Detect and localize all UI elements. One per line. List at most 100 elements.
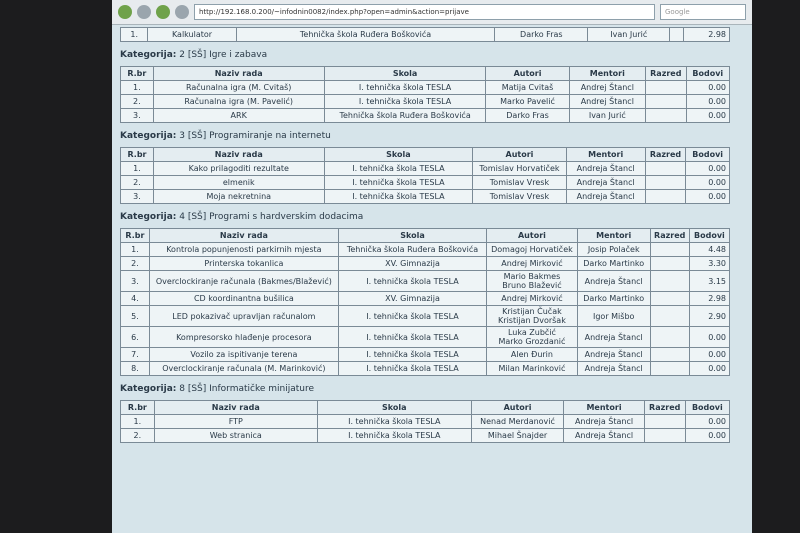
table-row: 2. Web stranica I. tehnička škola TESLA Mih… — [120, 428, 731, 443]
cell: 1. — [120, 80, 154, 95]
cell: Tomislav Vresk — [472, 189, 567, 204]
cell: Mihael Šnajder — [470, 428, 565, 443]
cell-line: Luka Zubčić — [507, 328, 556, 337]
cell: 2.98 — [688, 291, 731, 306]
cell: Printerska tokanlica — [148, 256, 339, 271]
cell: Andrej Mirković — [486, 291, 578, 306]
cell — [644, 161, 687, 176]
cell: Računalna igra (M. Cvitaš) — [152, 80, 325, 95]
cell — [649, 291, 690, 306]
category-name: 4 [SŠ] Programi s hardverskim dodacima — [179, 212, 364, 222]
cell: 2.98 — [682, 27, 730, 42]
table-row: 8. Overclockiranje računala (M. Marinkovi… — [120, 361, 731, 376]
column-header: Bodovi — [685, 66, 731, 81]
cell: XV. Gimnazija — [337, 291, 488, 306]
cell: FTP — [153, 414, 318, 429]
cell-line: Kristijan Čučak — [502, 307, 562, 316]
table-row: 4. CD koordinantna bušilica XV. Gimnazija A… — [120, 291, 731, 306]
column-header: R.br — [120, 400, 155, 415]
cell: Nenad Merdanović — [470, 414, 565, 429]
column-header: Mentori — [568, 66, 647, 81]
cell — [645, 94, 687, 109]
cell: CD koordinantna bušilica — [148, 291, 339, 306]
cell: I. tehnička škola TESLA — [323, 80, 487, 95]
cell: Domagoj Horvatiček — [486, 242, 578, 257]
cell: 3. — [120, 270, 150, 292]
cell: I. tehnička škola TESLA — [316, 414, 472, 429]
cell: LED pokazivač upravljan računalom — [148, 305, 339, 327]
browser-window: http://192.168.0.200/~infodnin0082/index… — [112, 0, 752, 533]
search-box[interactable]: Google — [660, 4, 746, 20]
cell: Andrej Štancl — [568, 94, 647, 109]
cell: I. tehnička škola TESLA — [337, 361, 488, 376]
cell — [644, 189, 687, 204]
category-name: 8 [SŠ] Informatičke minijature — [179, 384, 315, 394]
cell — [649, 305, 690, 327]
column-header: Autori — [485, 66, 570, 81]
toolbar: http://192.168.0.200/~infodnin0082/index… — [112, 0, 752, 25]
cell: 0.00 — [685, 161, 730, 176]
category-heading: Kategorija: 3 [SŠ] Programiranje na inte… — [120, 131, 744, 141]
cell: Tehnička škola Ruđera Boškovića — [323, 108, 487, 123]
cell — [643, 414, 686, 429]
table-row: 1. Računalna igra (M. Cvitaš) I. tehnička … — [120, 80, 731, 95]
cell: I. tehnička škola TESLA — [316, 428, 472, 443]
cell: Igor Mišbo — [576, 305, 651, 327]
cell: Darko Martinko — [576, 256, 651, 271]
cell: 2. — [120, 175, 154, 190]
cell: 0.00 — [685, 175, 730, 190]
cell: ARK — [152, 108, 325, 123]
category-label: Kategorija: — [120, 212, 177, 222]
column-header: Naziv rada — [153, 400, 318, 415]
column-header: Bodovi — [685, 147, 730, 162]
column-header: Razred — [644, 147, 687, 162]
reload-button[interactable] — [156, 5, 170, 19]
column-header: Autori — [470, 400, 565, 415]
forward-button[interactable] — [137, 5, 151, 19]
cell: 3. — [120, 189, 154, 204]
cell: 2. — [120, 256, 150, 271]
column-header: Bodovi — [684, 400, 731, 415]
cell: I. tehnička škola TESLA — [337, 347, 488, 362]
table-row: 1. Kalkulator Tehnička škola Ruđera Boškov… — [119, 27, 730, 42]
cell: 0.00 — [685, 94, 731, 109]
cell: I. tehnička škola TESLA — [323, 94, 487, 109]
table-row: 3. ARK Tehnička škola Ruđera Boškovića Dark… — [120, 108, 731, 123]
cell-line: Marko Grozdanić — [498, 337, 566, 346]
cell: I. tehnička škola TESLA — [337, 305, 488, 327]
header-row: R.br Naziv rada Skola Autori Mentori Razred Bo… — [120, 147, 730, 162]
cell: Luka Zubčić Marko Grozdanić — [486, 326, 578, 348]
cell: 1. — [120, 161, 154, 176]
home-button[interactable] — [175, 5, 189, 19]
back-button[interactable] — [118, 5, 132, 19]
cell: Tehnička škola Ruđera Boškovića — [337, 242, 488, 257]
column-header: Autori — [472, 147, 567, 162]
cell: Tomislav Horvatiček — [472, 161, 567, 176]
table-row: 2. elmenik I. tehnička škola TESLA Tomislav… — [120, 175, 730, 190]
cell: 0.00 — [684, 428, 731, 443]
cell: Kalkulator — [147, 27, 237, 42]
cell — [645, 108, 687, 123]
cell-line: Mario Bakmes — [503, 272, 561, 281]
cell — [645, 80, 687, 95]
cell-line: Kristijan Dvoršak — [498, 316, 566, 325]
address-bar[interactable]: http://192.168.0.200/~infodnin0082/index… — [194, 4, 655, 20]
cell: Kristijan Čučak Kristijan Dvoršak — [486, 305, 578, 327]
cell: Andreja Štancl — [576, 270, 651, 292]
cell: Andreja Štancl — [563, 428, 645, 443]
cell: Overclockiranje računala (Bakmes/Blaževi… — [148, 270, 339, 292]
cell: Računalna igra (M. Pavelić) — [152, 94, 325, 109]
table-row: 2. Računalna igra (M. Pavelić) I. tehnička… — [120, 94, 731, 109]
cell: 3.15 — [688, 270, 731, 292]
cell: Andreja Štancl — [576, 347, 651, 362]
cell: 5. — [120, 305, 150, 327]
cell — [644, 175, 687, 190]
category-name: 3 [SŠ] Programiranje na internetu — [179, 131, 331, 141]
category-heading: Kategorija: 8 [SŠ] Informatičke minijatu… — [120, 384, 744, 394]
cell: 4. — [120, 291, 150, 306]
cell: Darko Martinko — [576, 291, 651, 306]
table-row: 1. Kako prilagoditi rezultate I. tehnička … — [120, 161, 730, 176]
table: R.br Naziv rada Skola Autori Mentori Razred Bo… — [120, 66, 731, 123]
cell: 0.00 — [685, 108, 731, 123]
cell: I. tehnička škola TESLA — [337, 270, 488, 292]
